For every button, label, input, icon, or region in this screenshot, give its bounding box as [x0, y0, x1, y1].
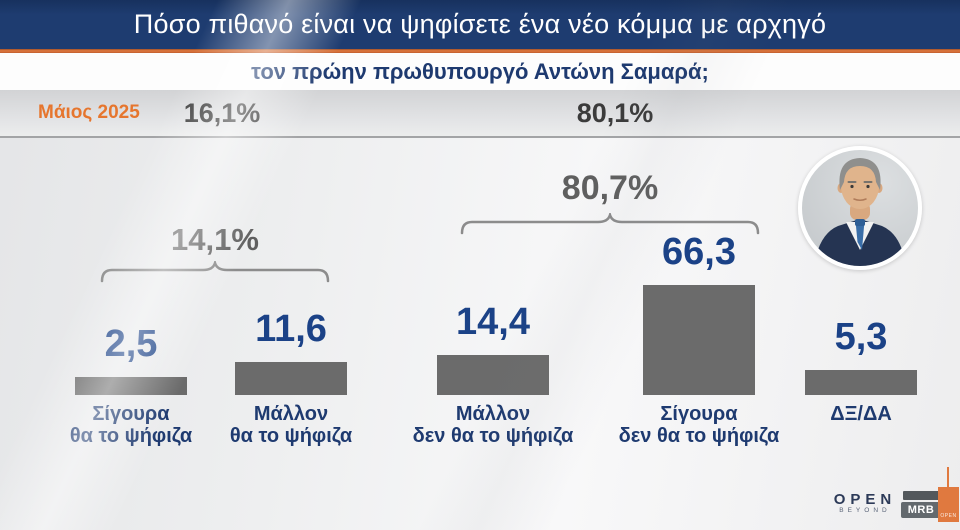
- group-total-negative: 80,7%: [561, 169, 659, 207]
- bar-group-sigoura-den: 66,3 Σίγουρα δεν θα το ψήφιζα: [604, 220, 794, 460]
- bar-value: 11,6: [255, 308, 327, 351]
- bar-group-mallon-den: 14,4 Μάλλον δεν θα το ψήφιζα: [398, 220, 588, 460]
- group-total-positive: 14,1%: [171, 222, 259, 257]
- bar-group-mallon-tha: 11,6 Μάλλον θα το ψήφιζα: [196, 220, 386, 460]
- subtitle-bar: τον πρώην πρωθυπουργό Αντώνη Σαμαρά;: [0, 53, 960, 90]
- bar-value: 2,5: [104, 323, 158, 366]
- samaras-portrait-photo: [798, 146, 922, 270]
- bar-value: 66,3: [662, 231, 736, 274]
- mrb-logo: MRB OPEN: [901, 467, 959, 523]
- bar: [235, 362, 347, 395]
- open-logo-text: OPEN: [833, 491, 897, 508]
- question-subtitle: τον πρώην πρωθυπουργό Αντώνη Σαμαρά;: [251, 58, 709, 84]
- bar: [75, 377, 187, 395]
- bracket-negative-icon: [460, 213, 760, 235]
- open-logo-tagline: BEYOND: [839, 507, 891, 514]
- title-bar: Πόσο πιθανό είναι να ψηφίσετε ένα νέο κό…: [0, 0, 960, 49]
- bar-category-label: ΔΞ/ΔΑ: [830, 403, 892, 425]
- survey-date-label: Μάιος 2025: [38, 102, 140, 123]
- bar: [805, 370, 917, 395]
- previous-total-positive: 16,1%: [183, 98, 261, 128]
- bar-chart: 14,1% 80,7% 2,5 Σίγουρα θα το ψήφιζα 11,…: [0, 138, 960, 530]
- bar-value: 14,4: [456, 301, 530, 344]
- bar-category-label: Σίγουρα θα το ψήφιζα: [69, 403, 193, 447]
- mrb-logo-bar: [903, 491, 939, 500]
- bar-value: 5,3: [834, 316, 888, 359]
- mrb-orange-line: [947, 467, 949, 487]
- bar-group-dxda: 5,3 ΔΞ/ΔΑ: [766, 220, 956, 460]
- open-channel-logo: OPEN BEYOND: [830, 492, 900, 515]
- question-title: Πόσο πιθανό είναι να ψηφίσετε ένα νέο κό…: [133, 9, 827, 39]
- bracket-positive-icon: [100, 261, 330, 283]
- mrb-badge-text: OPEN: [940, 513, 957, 519]
- previous-total-negative: 80,1%: [576, 98, 654, 128]
- bar-category-label: Μάλλον δεν θα το ψήφιζα: [412, 403, 574, 447]
- meta-strip: Μάιος 2025 16,1% 80,1%: [0, 90, 960, 138]
- bar-category-label: Μάλλον θα το ψήφιζα: [229, 403, 353, 447]
- portrait-illustration-icon: [814, 158, 906, 266]
- bar: [437, 355, 549, 395]
- orange-divider: [0, 49, 960, 53]
- bar: [643, 285, 755, 395]
- bar-group-sigoura-tha: 2,5 Σίγουρα θα το ψήφιζα: [36, 220, 226, 460]
- mrb-logo-text: MRB: [901, 502, 941, 518]
- bar-category-label: Σίγουρα δεν θα το ψήφιζα: [618, 403, 780, 447]
- mrb-orange-badge: OPEN: [938, 487, 959, 522]
